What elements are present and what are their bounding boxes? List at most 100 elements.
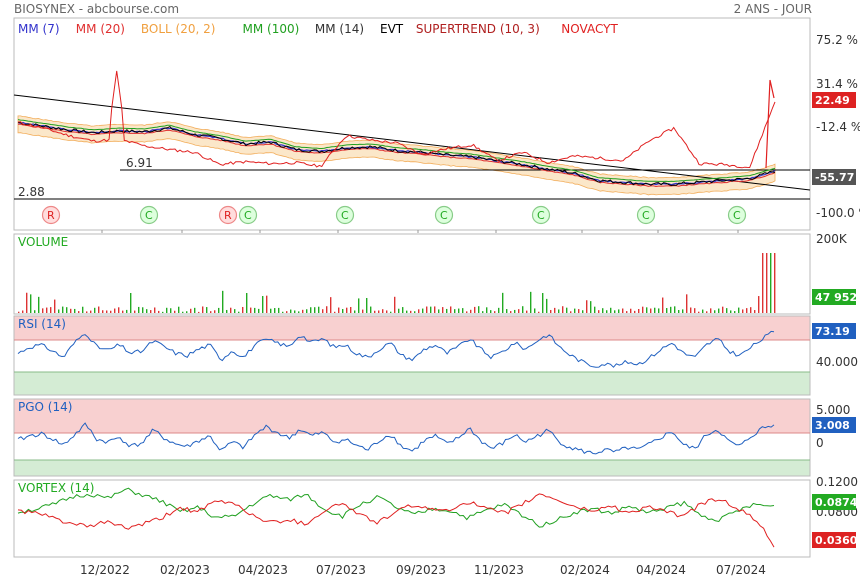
volume-bar (506, 309, 508, 313)
volume-y-tick: 200K (816, 232, 848, 246)
volume-bar (406, 310, 408, 313)
volume-bar (654, 307, 656, 313)
volume-bar (734, 311, 736, 313)
volume-bar (546, 298, 548, 313)
volume-bar (194, 307, 196, 313)
volume-bar (126, 309, 128, 313)
volume-bar (398, 308, 400, 313)
signal-label-3: C (244, 209, 252, 222)
vortex-panel-frame (13, 479, 811, 558)
volume-bar (594, 306, 596, 313)
volume-bar (550, 309, 552, 313)
volume-bar (306, 309, 308, 313)
volume-bar (182, 311, 184, 313)
volume-bar (174, 310, 176, 313)
rsi-panel-frame (13, 315, 811, 396)
volume-bar (418, 309, 420, 313)
volume-bar (770, 253, 772, 313)
volume-bar (478, 306, 480, 313)
volume-bar (290, 309, 292, 313)
volume-bar (166, 307, 168, 313)
pgo-y-tick-1: 0 (816, 436, 824, 450)
volume-bar (386, 310, 388, 313)
volume-bar (658, 308, 660, 313)
volume-bar (374, 310, 376, 313)
volume-bar (402, 307, 404, 313)
volume-bar (702, 309, 704, 313)
volume-bar (678, 310, 680, 313)
mm20-line (18, 123, 776, 188)
volume-bar (26, 292, 28, 313)
volume-bar (730, 310, 732, 313)
volume-bar (218, 307, 220, 313)
volume-bar (518, 309, 520, 313)
volume-bar (186, 311, 188, 313)
volume-bar (202, 306, 204, 313)
volume-bar (142, 307, 144, 313)
chart-period: 2 ANS - JOUR (733, 2, 812, 16)
volume-bar (246, 293, 248, 313)
volume-bar (754, 310, 756, 313)
volume-bar (742, 309, 744, 313)
vortex-y-tick-0: 0.1200 (816, 475, 858, 489)
price-panel-frame (13, 17, 811, 231)
x-tick-7: 04/2024 (636, 563, 686, 577)
volume-bar (102, 310, 104, 313)
volume-bar (442, 307, 444, 313)
rsi-title: RSI (14) (18, 317, 66, 331)
volume-bar (326, 306, 328, 313)
volume-panel-frame (13, 233, 811, 315)
novacyt-value-badge-bg (812, 92, 856, 108)
volume-bar (650, 308, 652, 313)
signal-circle-4 (335, 205, 355, 225)
volume-bar (118, 307, 120, 313)
vortex-title: VORTEX (14) (18, 481, 95, 495)
volume-value-badge: 47 952 (815, 291, 857, 304)
volume-bar (354, 310, 356, 313)
volume-bar (510, 311, 512, 313)
volume-bar (490, 310, 492, 313)
x-tick-0: 12/2022 (80, 563, 130, 577)
volume-bar (394, 296, 396, 313)
volume-bar (282, 311, 284, 313)
volume-bar (554, 307, 556, 313)
volume-bar (662, 297, 664, 313)
volume-bar (474, 306, 476, 313)
signal-circle-1 (139, 205, 159, 225)
volume-bar (170, 308, 172, 313)
chart-title: BIOSYNEX - abcbourse.com (14, 2, 180, 16)
volume-bar (762, 253, 764, 313)
volume-bar (346, 307, 348, 313)
volume-bar (310, 307, 312, 313)
volume-bar (438, 309, 440, 313)
volume-bar (18, 311, 20, 313)
volume-bar (318, 306, 320, 313)
volume-bar (150, 310, 152, 313)
volume-bar (322, 309, 324, 313)
vortex-minus-badge-bg (812, 532, 856, 548)
novacyt-spike (765, 79, 775, 169)
legend-item-6: SUPERTREND (10, 3) (416, 22, 540, 36)
volume-bar (106, 310, 108, 313)
volume-bar (630, 308, 632, 313)
signal-circle-6 (531, 205, 551, 225)
signal-circle-2 (218, 205, 238, 225)
volume-bar (82, 306, 84, 313)
volume-bar (722, 306, 724, 313)
x-tick-4: 09/2023 (396, 563, 446, 577)
volume-bar (690, 307, 692, 313)
volume-bar (42, 308, 44, 313)
volume-bar (286, 311, 288, 313)
legend-item-7: NOVACYT (561, 22, 618, 36)
volume-bar (450, 306, 452, 313)
vortex-minus-badge: 0.0360 (815, 534, 858, 547)
x-tick-8: 07/2024 (716, 563, 766, 577)
volume-bar (566, 307, 568, 313)
novacyt-line (17, 70, 776, 169)
volume-bar (54, 299, 56, 313)
volume-bar (334, 311, 336, 313)
volume-bar (750, 307, 752, 313)
signal-label-5: C (440, 209, 448, 222)
rsi-y-tick: 40.000 (816, 355, 858, 369)
signal-label-2: R (224, 209, 232, 222)
